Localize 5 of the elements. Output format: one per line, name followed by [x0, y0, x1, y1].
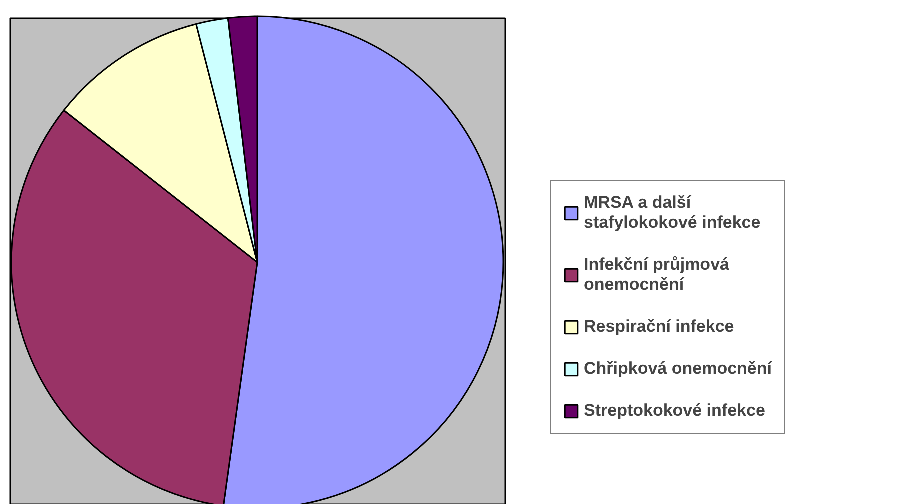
- legend-label: MRSA a další stafylokokové infekce: [584, 193, 761, 233]
- legend-label: Respirační infekce: [584, 317, 734, 337]
- legend-label: Streptokokové infekce: [584, 401, 766, 421]
- legend-label: Chřipková onemocnění: [584, 359, 772, 379]
- legend-label: Infekční průjmová onemocnění: [584, 255, 730, 295]
